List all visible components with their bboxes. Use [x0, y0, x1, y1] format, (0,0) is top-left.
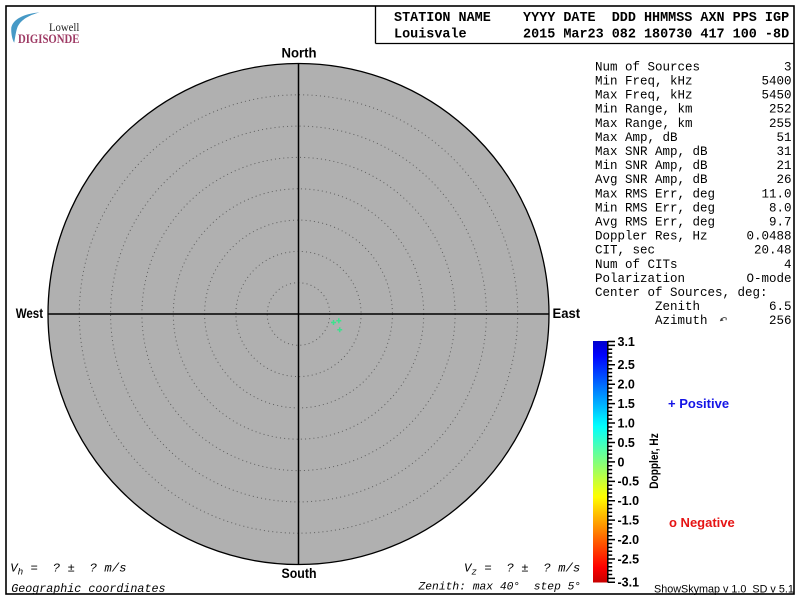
- svg-text:3: 3: [784, 60, 792, 74]
- svg-text:+ Positive: + Positive: [668, 396, 729, 411]
- svg-text:5400: 5400: [761, 75, 791, 89]
- svg-text:-1.0: -1.0: [618, 494, 640, 508]
- svg-text:Doppler, Hz: Doppler, Hz: [649, 433, 661, 489]
- svg-text:Zenith: Zenith: [595, 300, 700, 314]
- svg-text:1.0: 1.0: [618, 417, 635, 431]
- svg-text:-2.5: -2.5: [618, 552, 640, 566]
- svg-text:O-mode: O-mode: [746, 272, 791, 286]
- svg-text:Min Range, km: Min Range, km: [595, 103, 693, 117]
- svg-text:Lowell: Lowell: [49, 22, 79, 34]
- svg-text:Min SNR Amp, dB: Min SNR Amp, dB: [595, 159, 708, 173]
- svg-text:Max SNR Amp, dB: Max SNR Amp, dB: [595, 145, 708, 159]
- svg-text:0.5: 0.5: [618, 436, 635, 450]
- svg-text:Azimuth: Azimuth: [595, 314, 708, 328]
- svg-text:3.1: 3.1: [618, 335, 635, 349]
- svg-text:255: 255: [769, 117, 792, 131]
- svg-text:West: West: [16, 305, 44, 321]
- svg-text:20.48: 20.48: [754, 244, 792, 258]
- svg-text:o Negative: o Negative: [669, 515, 735, 530]
- svg-text:Vh = ? ± ? m/s: Vh = ? ± ? m/s: [10, 562, 126, 578]
- svg-text:4: 4: [784, 258, 792, 272]
- svg-text:DIGISONDE: DIGISONDE: [18, 32, 79, 46]
- svg-text:Max Freq, kHz: Max Freq, kHz: [595, 89, 693, 103]
- svg-text:-1.5: -1.5: [618, 514, 640, 528]
- svg-text:Avg SNR Amp, dB: Avg SNR Amp, dB: [595, 173, 708, 187]
- svg-text:Max Range, km: Max Range, km: [595, 117, 693, 131]
- svg-text:256: 256: [769, 314, 792, 328]
- svg-text:Louisvale 2015 Mar23 082: Louisvale 2015 Mar23 082 180730 417 100 …: [394, 28, 789, 43]
- svg-text:North: North: [282, 45, 317, 61]
- svg-text:9.7: 9.7: [769, 216, 792, 230]
- svg-text:2.0: 2.0: [618, 378, 635, 392]
- svg-text:Max Amp, dB: Max Amp, dB: [595, 131, 678, 145]
- svg-text:1.5: 1.5: [618, 397, 635, 411]
- svg-text:-3.1: -3.1: [618, 576, 640, 590]
- svg-text:CIT, sec: CIT, sec: [595, 244, 655, 258]
- svg-text:Center of Sources, deg:: Center of Sources, deg:: [595, 286, 768, 300]
- svg-text:252: 252: [769, 103, 792, 117]
- svg-text:Zenith: max 40° step 5°: Zenith: max 40° step 5°: [418, 582, 582, 594]
- svg-text:-2.0: -2.0: [618, 533, 640, 547]
- svg-text:26: 26: [776, 173, 791, 187]
- svg-text:East: East: [553, 305, 581, 321]
- svg-text:0: 0: [618, 455, 625, 469]
- svg-text:0.0488: 0.0488: [746, 230, 791, 244]
- svg-text:31: 31: [776, 145, 791, 159]
- svg-text:21: 21: [776, 159, 791, 173]
- svg-text:South: South: [282, 565, 317, 581]
- svg-text:2.5: 2.5: [618, 358, 635, 372]
- svg-text:Polarization: Polarization: [595, 272, 685, 286]
- svg-text:6.5: 6.5: [769, 300, 792, 314]
- svg-text:11.0: 11.0: [761, 187, 791, 201]
- svg-text:Doppler Res, Hz: Doppler Res, Hz: [595, 230, 708, 244]
- svg-text:STATION NAME YYYY DATE DDD: STATION NAME YYYY DATE DDD HHMMSS AXN PP…: [394, 11, 789, 26]
- svg-text:Min RMS Err, deg: Min RMS Err, deg: [595, 201, 715, 215]
- svg-text:Geographic coordinates: Geographic coordinates: [11, 582, 165, 596]
- svg-text:-0.5: -0.5: [618, 475, 640, 489]
- svg-text:Vz = ? ± ? m/s: Vz = ? ± ? m/s: [464, 562, 580, 578]
- svg-text:Avg RMS Err, deg: Avg RMS Err, deg: [595, 216, 715, 230]
- svg-text:Num of Sources: Num of Sources: [595, 60, 700, 74]
- svg-text:5450: 5450: [761, 89, 791, 103]
- svg-text:Num of CITs: Num of CITs: [595, 258, 678, 272]
- svg-text:51: 51: [776, 131, 791, 145]
- svg-text:8.0: 8.0: [769, 201, 792, 215]
- svg-text:Min Freq, kHz: Min Freq, kHz: [595, 75, 693, 89]
- svg-text:Max RMS Err, deg: Max RMS Err, deg: [595, 187, 715, 201]
- svg-text:ShowSkymap v 1.0 SD v 5.1: ShowSkymap v 1.0 SD v 5.1: [654, 584, 794, 596]
